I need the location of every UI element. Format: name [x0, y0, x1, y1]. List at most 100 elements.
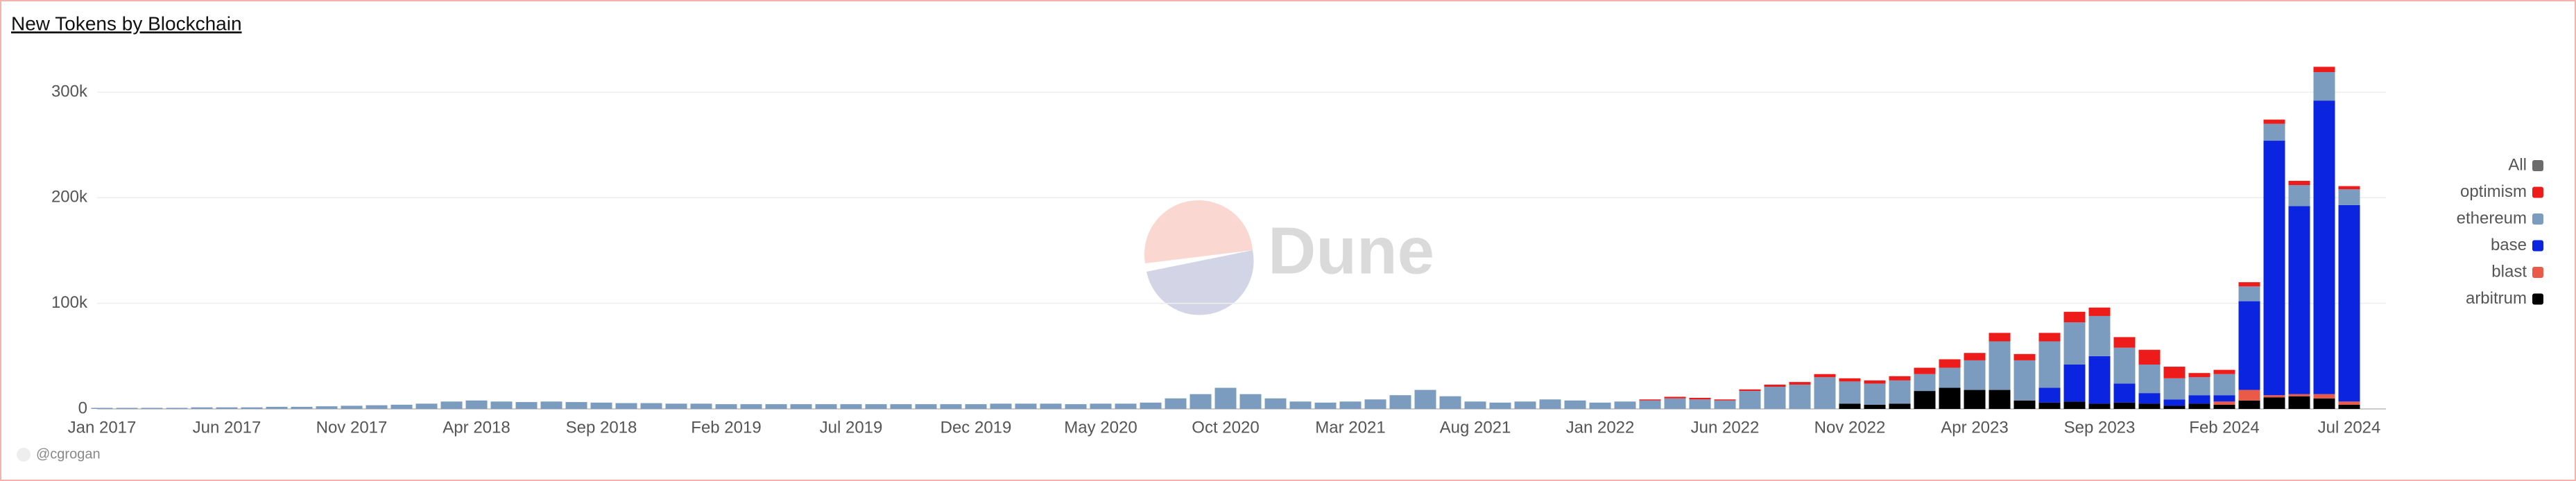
bar-segment — [2288, 396, 2310, 409]
bar-segment — [540, 401, 563, 409]
bar-segment — [2238, 400, 2260, 409]
legend-label[interactable]: blast — [2491, 262, 2527, 281]
legend-swatch[interactable] — [2532, 160, 2543, 171]
bar-segment — [1964, 390, 1986, 409]
bar-segment — [2238, 282, 2260, 287]
bar-segment — [1689, 398, 1711, 400]
legend-label[interactable]: All — [2508, 155, 2527, 174]
bar-segment — [765, 404, 787, 409]
bar-segment — [1165, 398, 1187, 409]
chart-title[interactable]: New Tokens by Blockchain — [11, 12, 242, 34]
bar-segment — [1015, 403, 1037, 409]
bar-segment — [590, 402, 612, 409]
bar-segment — [2288, 180, 2310, 186]
bar-segment — [1214, 387, 1237, 409]
bar-segment — [141, 408, 163, 409]
bar-segment — [1065, 404, 1087, 409]
x-tick-label: Feb 2019 — [691, 418, 761, 437]
bar-segment — [2338, 404, 2360, 409]
bar-segment — [1364, 399, 1386, 409]
bar-segment — [2188, 395, 2210, 404]
bar-segment — [241, 407, 263, 409]
bar-segment — [990, 403, 1012, 409]
watermark: Dune — [1144, 200, 1434, 315]
bar-segment — [91, 408, 113, 409]
bar-segment — [715, 404, 737, 409]
bar-segment — [790, 404, 812, 409]
bar-segment — [2038, 402, 2061, 409]
credit[interactable]: @cgrogan — [36, 446, 101, 462]
bar-segment — [940, 404, 962, 409]
x-tick-label: May 2020 — [1064, 418, 1137, 437]
bar-segment — [1639, 400, 1661, 409]
bar-segment — [2113, 347, 2136, 384]
bar-segment — [490, 401, 513, 409]
bar-segment — [291, 406, 313, 409]
bar-segment — [1814, 374, 1836, 378]
bar-segment — [1040, 403, 1062, 409]
bar-segment — [216, 407, 238, 409]
bar-segment — [2163, 367, 2186, 378]
bar-segment — [1264, 398, 1287, 409]
bar-segment — [2213, 401, 2235, 405]
bar-segment — [2288, 394, 2310, 396]
bar-segment — [640, 403, 662, 409]
bar-segment — [2088, 403, 2111, 409]
bar-segment — [1764, 387, 1786, 409]
y-tick-label: 300k — [51, 82, 88, 100]
legend-swatch[interactable] — [2532, 267, 2543, 278]
legend-swatch[interactable] — [2532, 186, 2543, 198]
bar-segment — [740, 404, 762, 409]
bar-segment — [2263, 123, 2285, 141]
bar-segment — [2088, 315, 2111, 356]
bar-segment — [1864, 383, 1886, 405]
bar-segment — [166, 408, 188, 409]
x-tick-label: Dec 2019 — [941, 418, 1012, 437]
bar-segment — [865, 404, 887, 409]
x-tick-label: Apr 2023 — [1941, 418, 2008, 437]
legend-swatch[interactable] — [2532, 293, 2543, 305]
watermark-logo — [1147, 250, 1254, 315]
bar-segment — [1839, 403, 1861, 409]
bar-segment — [1115, 403, 1137, 409]
bar-segment — [1664, 398, 1686, 409]
bar-segment — [1140, 402, 1162, 409]
bar-segment — [2038, 333, 2061, 342]
bar-segment — [2263, 395, 2285, 398]
legend-label[interactable]: optimism — [2460, 182, 2527, 201]
bar-segment — [2063, 322, 2086, 365]
bar-segment — [1914, 367, 1936, 374]
legend-label[interactable]: arbitrum — [2466, 289, 2527, 308]
bar-segment — [1639, 399, 1661, 401]
legend-label[interactable]: base — [2491, 236, 2527, 254]
bar-segment — [2163, 405, 2186, 409]
bar-segment — [1539, 399, 1561, 409]
legend-swatch[interactable] — [2532, 240, 2543, 252]
bar-segment — [1739, 391, 1761, 409]
bar-segment — [440, 401, 463, 409]
bar-segment — [1664, 396, 1686, 399]
bar-segment — [2063, 365, 2086, 402]
x-tick-label: Nov 2017 — [316, 418, 388, 437]
legend-label[interactable]: ethereum — [2457, 209, 2527, 227]
bar-segment — [1839, 381, 1861, 404]
bar-segment — [2338, 401, 2360, 405]
bar-segment — [2213, 374, 2235, 396]
bar-segment — [2313, 71, 2335, 101]
bar-segment — [1339, 401, 1362, 409]
bar-segment — [2113, 337, 2136, 348]
x-tick-label: Jan 2017 — [68, 418, 137, 437]
x-tick-label: Sep 2023 — [2064, 418, 2136, 437]
bar-segment — [2313, 394, 2335, 399]
bar-segment — [965, 404, 987, 409]
bar-segment — [1914, 374, 1936, 392]
bar-segment — [1889, 403, 1911, 409]
bar-segment — [266, 406, 288, 409]
bar-segment — [1389, 395, 1411, 409]
bar-segment — [1514, 401, 1536, 409]
legend-swatch[interactable] — [2532, 213, 2543, 225]
bar-segment — [1864, 380, 1886, 384]
bar-segment — [1814, 377, 1836, 409]
bar-segment — [690, 403, 712, 409]
